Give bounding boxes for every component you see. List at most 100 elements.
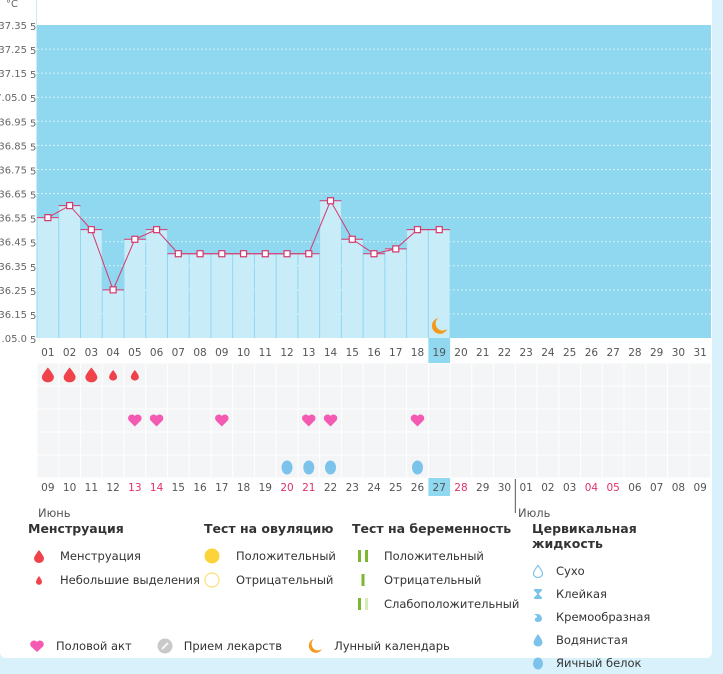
grid-cell xyxy=(167,432,189,455)
grid-cell xyxy=(320,386,341,409)
x-tick-label: 19 xyxy=(433,347,446,359)
grid-cell xyxy=(298,432,320,455)
grid-cell xyxy=(254,363,276,386)
grid-cell xyxy=(124,432,146,455)
grid-cell xyxy=(515,455,537,478)
creamy-icon xyxy=(532,610,546,624)
temperature-bar xyxy=(341,239,363,338)
y-tick-suffix: 5 xyxy=(30,70,36,81)
x-tick-label: 02 xyxy=(63,347,76,359)
heart-marker xyxy=(410,414,425,427)
legend-other: Половой акт Прием лекарств Лунный календ… xyxy=(26,634,450,658)
temperature-point xyxy=(174,250,182,258)
temperature-point xyxy=(305,250,313,258)
grid-cell xyxy=(167,455,189,478)
grid-cell xyxy=(341,455,363,478)
y-tick-label: .05.0 xyxy=(2,334,27,345)
temperature-point xyxy=(348,235,356,243)
bottom-date-label: 22 xyxy=(324,482,337,494)
y-tick-label: 37.25 xyxy=(0,45,27,56)
temperature-bar xyxy=(428,229,450,338)
grid-cell xyxy=(341,363,363,386)
grid-cell xyxy=(515,363,537,386)
grid-cell xyxy=(254,409,276,432)
egg-white-marker xyxy=(303,460,315,475)
bottom-date-label: 23 xyxy=(346,482,359,494)
grid-cell xyxy=(211,363,233,386)
temperature-point xyxy=(131,235,139,243)
egg-white-marker xyxy=(411,460,423,475)
legend-item: Яичный белок xyxy=(532,651,712,674)
x-tick-label: 11 xyxy=(259,347,272,359)
x-tick-label: 23 xyxy=(520,347,533,359)
heart-marker xyxy=(128,414,142,427)
grid-cell xyxy=(537,409,559,432)
temperature-bar xyxy=(102,289,124,338)
grid-cell xyxy=(494,432,515,455)
temperature-bar xyxy=(254,253,276,338)
temperature-point xyxy=(239,250,248,258)
egg-white-marker xyxy=(281,460,293,475)
grid-cell xyxy=(146,455,167,478)
month-label-july: Июль xyxy=(518,506,551,520)
grid-cell xyxy=(668,455,689,478)
x-tick-label: 26 xyxy=(585,347,599,359)
x-tick-label: 29 xyxy=(650,347,663,359)
bottom-date-label: 02 xyxy=(541,482,554,494)
temperature-bar xyxy=(189,253,211,338)
grid-cell xyxy=(668,363,689,386)
grid-cell xyxy=(146,363,167,386)
grid-cell xyxy=(363,432,385,455)
heart-marker xyxy=(149,414,164,427)
heart-marker xyxy=(302,414,316,427)
drop-small-icon xyxy=(28,575,50,585)
temperature-bar xyxy=(124,239,146,338)
y-tick-label: 36.85 xyxy=(0,141,27,152)
y-tick-label: 37.15 xyxy=(0,69,27,80)
grid-cell xyxy=(167,409,189,432)
grid-cell xyxy=(472,363,494,386)
grid-cell xyxy=(537,432,559,455)
x-tick-label: 30 xyxy=(672,347,685,359)
legend-item: Положительный xyxy=(352,544,519,568)
grid-cell xyxy=(102,409,124,432)
pill-icon xyxy=(154,638,176,654)
grid-cell xyxy=(559,386,581,409)
bottom-date-label: 17 xyxy=(215,482,228,494)
egg-white-marker xyxy=(325,460,337,475)
watery-drop-icon xyxy=(532,633,546,647)
grid-cell xyxy=(450,386,472,409)
grid-cell xyxy=(689,455,711,478)
temperature-chart: °C37.35537.25537.1557.05.0536.95536.8553… xyxy=(0,0,711,513)
moon-icon xyxy=(431,318,448,334)
bottom-date-label: 10 xyxy=(63,482,76,494)
legend-title: Тест на овуляцию xyxy=(204,521,334,536)
grid-cell xyxy=(59,386,80,409)
bottom-date-label: 26 xyxy=(411,482,425,494)
grid-cell xyxy=(689,409,711,432)
grid-cell xyxy=(407,386,428,409)
grid-cell xyxy=(602,455,624,478)
x-tick-label: 18 xyxy=(411,347,424,359)
grid-cell xyxy=(581,432,602,455)
y-tick-suffix: 5 xyxy=(30,94,36,105)
grid-cell xyxy=(59,455,80,478)
temperature-bar xyxy=(385,248,407,338)
bottom-date-label: 30 xyxy=(498,482,511,494)
bottom-date-label: 04 xyxy=(585,482,599,494)
y-tick-label: 36.25 xyxy=(0,286,27,297)
temperature-point xyxy=(435,226,443,234)
legend-item: Менструация xyxy=(28,544,200,568)
grid-cell xyxy=(189,455,211,478)
grid-cell xyxy=(146,432,167,455)
grid-cell xyxy=(167,386,189,409)
temperature-bar xyxy=(59,205,80,338)
y-tick-suffix: 5 xyxy=(30,335,36,346)
grid-cell xyxy=(646,363,668,386)
bottom-date-label: 11 xyxy=(85,482,98,494)
grid-cell xyxy=(276,432,298,455)
grid-cell xyxy=(668,386,689,409)
grid-cell xyxy=(189,386,211,409)
x-tick-label: 24 xyxy=(541,347,555,359)
legend-title: Тест на беременность xyxy=(352,521,512,536)
